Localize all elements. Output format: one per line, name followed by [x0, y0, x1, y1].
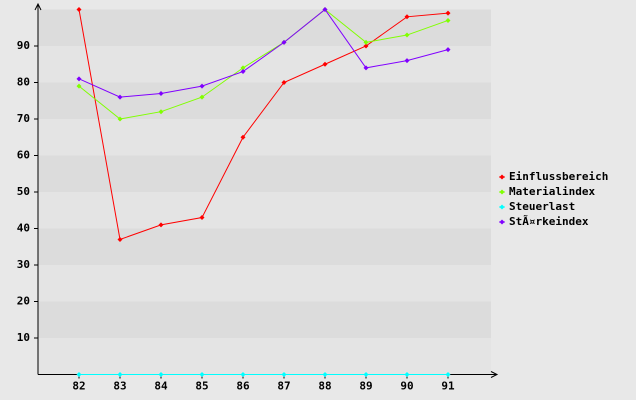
marker [158, 109, 164, 115]
band [38, 192, 491, 229]
marker [158, 372, 164, 377]
marker [199, 215, 205, 221]
marker [117, 94, 123, 100]
band [38, 155, 491, 192]
x-tick-label: 82 [72, 380, 85, 393]
band [38, 265, 491, 302]
y-axis-arrow [34, 2, 42, 11]
band [38, 119, 491, 156]
band [38, 338, 491, 375]
y-tick-label: 90 [17, 39, 30, 52]
x-tick-label: 90 [400, 380, 413, 393]
legend-label: StÃ¤rkeindex [509, 215, 589, 228]
x-tick-label: 84 [154, 380, 168, 393]
marker [445, 10, 451, 16]
legend-marker [499, 204, 505, 210]
marker [363, 43, 369, 49]
y-tick-label: 20 [17, 295, 30, 308]
legend-label: Materialindex [509, 185, 595, 198]
y-tick-label: 40 [17, 222, 30, 235]
band [38, 82, 491, 119]
y-tick-label: 80 [17, 76, 30, 89]
y-tick-label: 60 [17, 149, 30, 162]
marker [404, 14, 410, 20]
marker [281, 39, 287, 45]
x-tick-label: 91 [441, 380, 455, 393]
marker [199, 372, 205, 377]
marker [76, 83, 82, 89]
marker [158, 90, 164, 96]
legend-marker [499, 174, 505, 180]
legend-label: Einflussbereich [509, 170, 608, 183]
marker [199, 94, 205, 100]
marker [363, 39, 369, 45]
marker [240, 134, 246, 140]
band [38, 301, 491, 338]
marker [158, 222, 164, 228]
y-tick-label: 50 [17, 185, 30, 198]
marker [76, 372, 82, 377]
series-line [78, 8, 449, 120]
x-axis-arrow [490, 371, 499, 378]
y-tick-label: 70 [17, 112, 30, 125]
marker [404, 32, 410, 38]
marker [322, 372, 328, 377]
marker [117, 372, 123, 377]
x-tick-label: 86 [236, 380, 250, 393]
x-tick-label: 87 [277, 380, 290, 393]
marker [404, 372, 410, 377]
legend-label: Steuerlast [509, 200, 575, 213]
marker [240, 65, 246, 71]
band [38, 228, 491, 265]
marker [445, 17, 451, 23]
marker [445, 47, 451, 53]
marker [363, 65, 369, 71]
marker [404, 58, 410, 64]
x-tick-label: 83 [113, 380, 126, 393]
x-tick-label: 85 [195, 380, 208, 393]
x-tick-label: 88 [318, 380, 331, 393]
band [38, 46, 491, 83]
marker [281, 372, 287, 377]
marker [117, 236, 123, 242]
y-tick-label: 30 [17, 258, 30, 271]
marker [281, 80, 287, 85]
series-line [78, 9, 449, 241]
legend-marker [499, 219, 505, 225]
marker [76, 76, 82, 82]
marker [117, 116, 123, 122]
marker [240, 69, 246, 75]
marker [199, 83, 205, 89]
x-tick-label: 89 [359, 380, 372, 393]
marker [322, 61, 328, 67]
legend-marker [499, 189, 505, 195]
marker [240, 372, 246, 377]
marker [322, 7, 328, 12]
marker [363, 372, 369, 377]
y-tick-label: 10 [17, 331, 30, 344]
marker [76, 7, 82, 12]
marker [445, 372, 451, 377]
series-line [78, 8, 449, 98]
